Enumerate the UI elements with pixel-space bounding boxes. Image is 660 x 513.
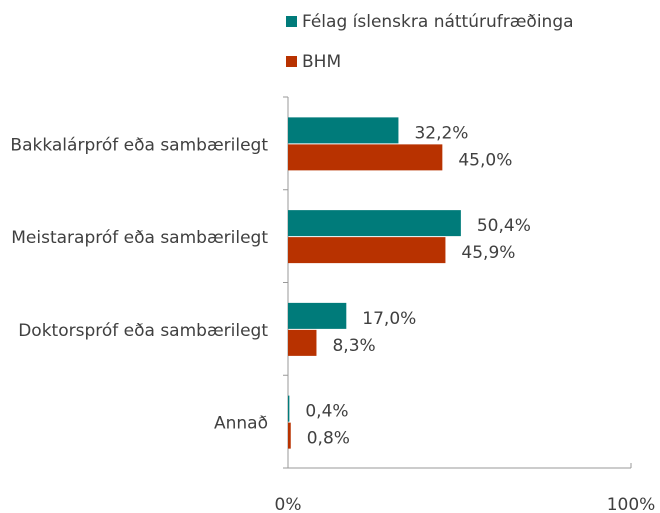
bar (288, 144, 443, 171)
bar (288, 329, 317, 356)
bar (288, 210, 461, 237)
bar (288, 422, 291, 449)
legend-label: BHM (302, 52, 341, 72)
data-label: 50,4% (477, 216, 531, 236)
data-label: 45,0% (458, 150, 512, 170)
category-label: Annað (214, 414, 268, 434)
data-label: 32,2% (414, 123, 468, 143)
data-label: 0,8% (307, 429, 350, 449)
category-label: Meistarapróf eða sambærilegt (11, 228, 268, 248)
legend-swatch (286, 16, 297, 27)
bar (288, 395, 290, 422)
category-label: Bakkalárpróf eða sambærilegt (10, 135, 268, 155)
legend-label: Félag íslenskra náttúrufræðinga (302, 12, 574, 32)
bar (288, 237, 446, 264)
bar (288, 117, 399, 144)
x-tick-label: 0% (275, 495, 302, 513)
x-tick-label: 100% (607, 495, 656, 513)
data-label: 8,3% (332, 336, 375, 356)
data-label: 17,0% (362, 309, 416, 329)
legend-swatch (286, 56, 297, 67)
data-label: 45,9% (461, 243, 515, 263)
bar (288, 302, 347, 329)
category-label: Doktorspróf eða sambærilegt (18, 321, 268, 341)
data-label: 0,4% (305, 402, 348, 422)
